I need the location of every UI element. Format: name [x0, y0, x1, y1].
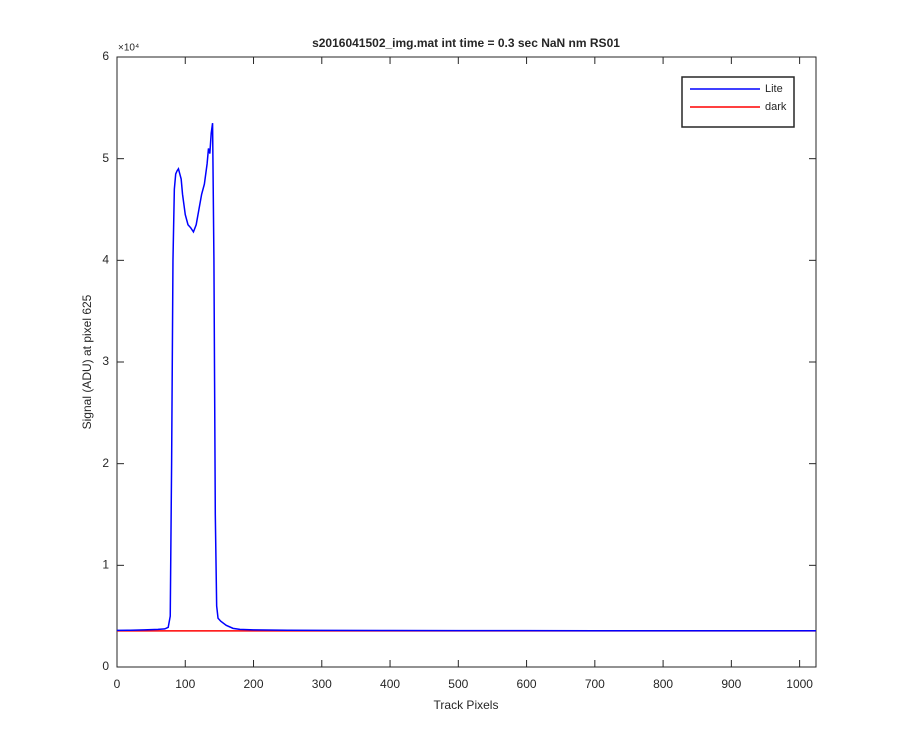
y-exponent: ×10⁴	[118, 43, 139, 54]
y-tick-label: 3	[102, 354, 109, 368]
x-tick-label: 100	[175, 677, 195, 691]
y-tick-label: 5	[102, 151, 109, 165]
y-axis-label: Signal (ADU) at pixel 625	[80, 294, 94, 429]
chart-title: s2016041502_img.mat int time = 0.3 sec N…	[312, 36, 620, 50]
legend-box	[681, 76, 795, 128]
legend-label: dark	[765, 101, 787, 113]
y-tick-label: 2	[102, 456, 109, 470]
x-tick-label: 0	[114, 677, 121, 691]
x-tick-label: 300	[312, 677, 332, 691]
x-tick-label: 400	[380, 677, 400, 691]
x-tick-label: 800	[653, 677, 673, 691]
series-line	[116, 122, 816, 632]
y-tick-label: 6	[102, 49, 109, 63]
y-tick-label: 4	[102, 253, 109, 267]
y-tick-label: 1	[102, 558, 109, 572]
x-tick-label: 700	[585, 677, 605, 691]
x-tick-label: 600	[517, 677, 537, 691]
y-tick-label: 0	[102, 659, 109, 673]
plot-area	[116, 56, 817, 668]
x-tick-label: 900	[721, 677, 741, 691]
x-tick-label: 500	[448, 677, 468, 691]
x-axis-label: Track Pixels	[434, 698, 499, 712]
x-tick-label: 1000	[786, 677, 813, 691]
legend-label: Lite	[765, 83, 783, 95]
x-tick-label: 200	[244, 677, 264, 691]
